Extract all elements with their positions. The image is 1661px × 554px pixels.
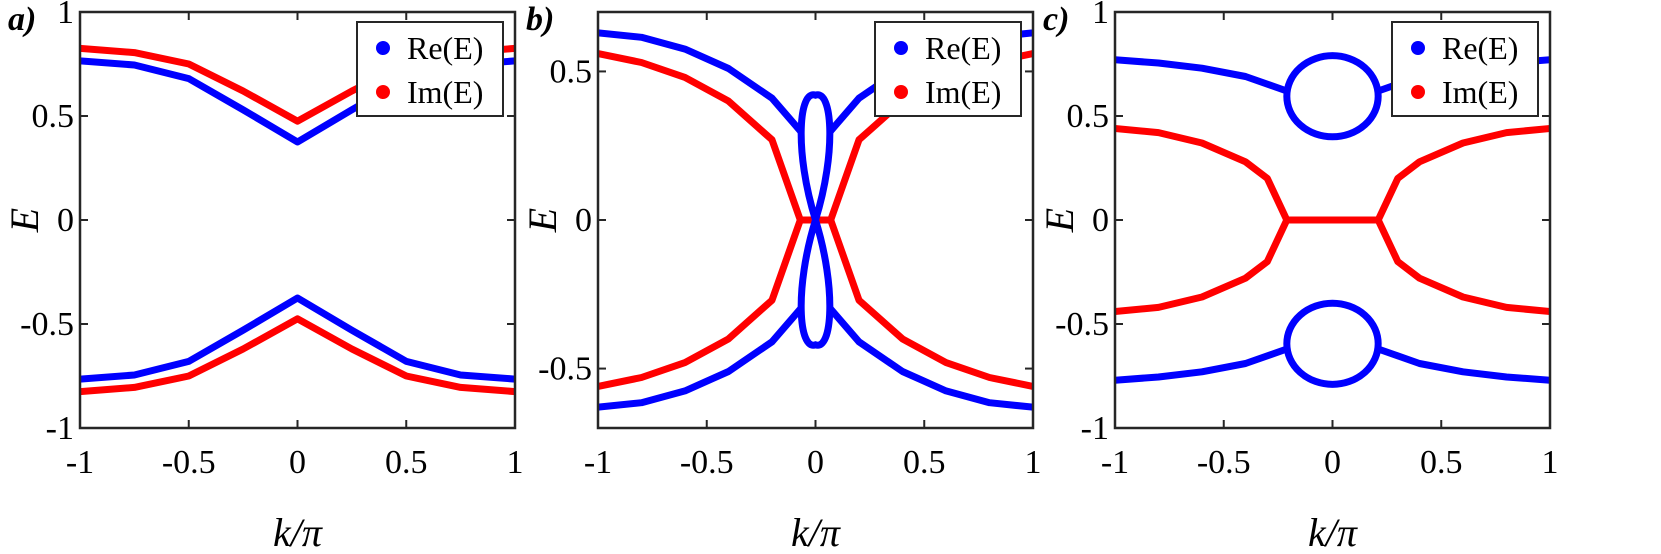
- x-tick-label: 1: [1025, 444, 1042, 481]
- y-tick-label: 1: [1092, 0, 1109, 31]
- im-series-line: [1115, 125, 1291, 224]
- y-tick-label: -0.5: [20, 306, 74, 343]
- legend-entry: Im(E): [407, 74, 483, 110]
- re-legend-marker: [894, 41, 908, 55]
- im-legend-marker: [1411, 85, 1425, 99]
- legend: Re(E) Im(E): [1391, 21, 1539, 117]
- panel-3: -1 -0.5 0 0.5 1 -1 -0.5 0 0.5 1 k/π Ec) Re(E) Im(E): [1037, 0, 1559, 554]
- re-legend-marker: [376, 41, 390, 55]
- y-tick-label: 0: [575, 202, 592, 239]
- legend-box: [356, 21, 504, 117]
- y-tick-label: 0.5: [1067, 98, 1110, 135]
- x-tick-label: 1: [1542, 444, 1559, 481]
- x-tick-label: -1: [1101, 444, 1129, 481]
- panel-label: b): [526, 1, 554, 38]
- x-tick-label: -1: [66, 444, 94, 481]
- y-axis-label: E: [2, 208, 47, 233]
- x-tick-label: 0.5: [1420, 444, 1463, 481]
- re-series-line: [598, 305, 804, 411]
- x-tick-label: -0.5: [1197, 444, 1251, 481]
- re-series-loop: [1283, 52, 1382, 141]
- im-series-line: [598, 50, 804, 224]
- re-series-line: [1115, 56, 1291, 95]
- x-tick-label: 0: [807, 444, 824, 481]
- im-series-line: [598, 216, 804, 390]
- legend-entry: Im(E): [925, 74, 1001, 110]
- re-series-loop: [797, 91, 834, 349]
- x-tick-label: 0: [289, 444, 306, 481]
- re-series-line: [1374, 345, 1550, 384]
- panel-2: -1 -0.5 0 0.5 1 -0.5 0 0.5 k/π Eb) Re(E) Im(E): [520, 1, 1042, 554]
- im-series-line: [1115, 216, 1291, 315]
- x-tick-label: -0.5: [162, 444, 216, 481]
- re-series-line: [1115, 345, 1291, 384]
- legend-entry: Re(E): [407, 30, 483, 66]
- im-series-line: [1374, 216, 1550, 315]
- re-legend-marker: [1411, 41, 1425, 55]
- x-tick-label: 0: [1324, 444, 1341, 481]
- legend-entry: Re(E): [925, 30, 1001, 66]
- y-tick-label: 1: [57, 0, 74, 31]
- x-tick-label: -0.5: [680, 444, 734, 481]
- panel-1: -1 -0.5 0 0.5 1 -1 -0.5 0 0.5 1 k/π Ea) Re(E) Im(E): [2, 0, 524, 554]
- y-tick-label: -1: [1081, 410, 1109, 447]
- legend-box: [874, 21, 1022, 117]
- x-tick-label: 1: [507, 444, 524, 481]
- y-tick-label: 0: [1092, 202, 1109, 239]
- x-axis-label: k/π: [273, 510, 323, 554]
- x-tick-label: -1: [584, 444, 612, 481]
- panel-label: c): [1043, 1, 1069, 38]
- re-series-loop: [1283, 299, 1382, 388]
- y-tick-label: 0: [57, 202, 74, 239]
- y-tick-label: -0.5: [1055, 306, 1109, 343]
- legend-entry: Re(E): [1442, 30, 1518, 66]
- re-series-line: [598, 29, 804, 135]
- im-series-line: [80, 315, 515, 396]
- im-series-line: [1374, 125, 1550, 224]
- re-series-line: [80, 294, 515, 383]
- legend: Re(E) Im(E): [356, 21, 504, 117]
- y-tick-label: -1: [46, 410, 74, 447]
- legend-entry: Im(E): [1442, 74, 1518, 110]
- x-tick-label: 0.5: [385, 444, 428, 481]
- x-axis-label: k/π: [791, 510, 841, 554]
- legend-box: [1391, 21, 1539, 117]
- x-axis-label: k/π: [1308, 510, 1358, 554]
- panel-label: a): [8, 1, 36, 38]
- im-series-line: [827, 216, 1033, 390]
- im-legend-marker: [376, 85, 390, 99]
- y-tick-label: -0.5: [538, 351, 592, 388]
- y-axis-label: E: [1037, 208, 1082, 233]
- y-axis-label: E: [520, 208, 565, 233]
- y-tick-label: 0.5: [32, 98, 75, 135]
- x-tick-label: 0.5: [903, 444, 946, 481]
- im-legend-marker: [894, 85, 908, 99]
- re-series-line: [827, 305, 1033, 411]
- legend: Re(E) Im(E): [874, 21, 1022, 117]
- y-tick-label: 0.5: [550, 53, 593, 90]
